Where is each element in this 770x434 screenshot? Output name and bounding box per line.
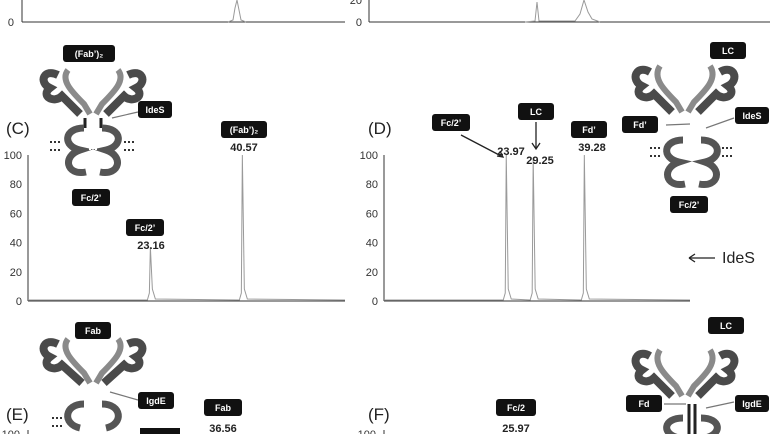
y-tick: 0 <box>16 296 22 308</box>
svg-text:Fd: Fd <box>639 399 650 409</box>
svg-text:IdeS: IdeS <box>145 105 164 115</box>
y-tick: 100 <box>360 150 378 162</box>
fd-pointer <box>665 123 691 126</box>
ides-side-label: IdeS <box>722 250 755 267</box>
tag-fd-peak: Fd’ <box>571 121 607 138</box>
y-tick: 0 <box>8 17 14 29</box>
y-ticks: 0 20 40 60 80 100 <box>4 150 22 308</box>
antibody-igde-icon <box>631 348 739 434</box>
tag-fab-peak: Fab <box>204 399 242 416</box>
y-tick: 60 <box>366 208 378 220</box>
svg-text:IgdE: IgdE <box>146 396 166 406</box>
panel-d: (D) 0 20 40 60 80 100 Fc/2’ 23.97 LC 29.25 Fd… <box>360 42 769 308</box>
svg-text:LC: LC <box>530 107 542 117</box>
y-tick: 20 <box>10 267 22 279</box>
y-tick: 100 <box>358 429 376 434</box>
panel-label: (E) <box>6 405 29 424</box>
antibody-fab2-icon <box>39 68 147 176</box>
panel-f: (F) 100 Fc/2 25.97 LC Fd IgdE <box>358 317 769 434</box>
arrow-icon <box>460 134 505 158</box>
peak-label: 36.56 <box>209 423 237 434</box>
svg-text:Fc/2’: Fc/2’ <box>135 223 156 233</box>
tag-fab-glyph: Fab <box>75 322 111 339</box>
chromatogram-trace <box>524 0 601 23</box>
antibody-cleaved-icon <box>631 64 739 188</box>
panel-e: (E) 100 Fab IgdE Fab 36.56 <box>2 322 242 434</box>
peak-label: 40.57 <box>230 142 258 154</box>
top-right-partial-panel: 0 20 <box>350 0 770 29</box>
tag-fc2-peak: Fc/2 <box>496 399 536 416</box>
y-tick: 60 <box>10 208 22 220</box>
tag-igde: IgdE <box>138 392 174 409</box>
ides-pointer <box>705 117 735 129</box>
peak-label: 25.97 <box>502 423 530 434</box>
y-tick: 20 <box>366 267 378 279</box>
panel-label: (F) <box>368 405 390 424</box>
chromatogram-trace <box>384 154 691 301</box>
svg-text:LC: LC <box>720 321 732 331</box>
svg-text:Fc/2’: Fc/2’ <box>441 118 462 128</box>
arrow-left-icon <box>688 253 715 263</box>
tag-igde: IgdE <box>735 395 769 412</box>
svg-text:Fc/2: Fc/2 <box>507 403 525 413</box>
antibody-fab-icon <box>39 337 147 434</box>
y-tick: 100 <box>2 429 20 434</box>
y-tick: 0 <box>372 296 378 308</box>
tag-ides: IdeS <box>138 101 172 118</box>
arrow-down-icon <box>531 122 541 151</box>
svg-text:Fab: Fab <box>215 403 232 413</box>
tag-fab2-peak: (Fab’)₂ <box>221 121 267 138</box>
peak-label: 39.28 <box>578 142 606 154</box>
tag-fc2-peak: Fc/2’ <box>126 219 164 236</box>
tag-fc2-peak: Fc/2’ <box>432 114 470 131</box>
chromatogram-trace <box>28 154 346 301</box>
tag-fab2-top: (Fab’)₂ <box>63 45 115 62</box>
tag-fd-glyph: Fd’ <box>622 116 658 133</box>
y-tick: 40 <box>366 238 378 250</box>
svg-text:Fd’: Fd’ <box>633 120 647 130</box>
svg-text:IdeS: IdeS <box>742 111 761 121</box>
peak-label: 29.25 <box>526 155 554 167</box>
igde-pointer <box>705 401 735 409</box>
svg-text:Fd’: Fd’ <box>582 125 596 135</box>
y-tick: 40 <box>10 238 22 250</box>
y-tick: 20 <box>350 0 362 7</box>
y-tick: 80 <box>10 179 22 191</box>
svg-text:Fab: Fab <box>85 326 102 336</box>
y-tick: 100 <box>4 150 22 162</box>
y-tick: 0 <box>356 17 362 29</box>
tag-ides: IdeS <box>735 107 769 124</box>
tag-fd-glyph: Fd <box>626 395 662 412</box>
tag-fc2-glyph: Fc/2’ <box>670 196 708 213</box>
ides-pointer <box>111 111 139 119</box>
tag-fc2-glyph: Fc/2’ <box>72 189 110 206</box>
tag-partial <box>140 428 180 434</box>
svg-text:LC: LC <box>722 46 734 56</box>
ides-side-annotation: IdeS <box>688 250 755 267</box>
top-left-partial-panel: 0 <box>8 0 345 29</box>
svg-text:Fc/2’: Fc/2’ <box>679 200 700 210</box>
chromatogram-trace <box>227 0 247 23</box>
tag-lc-glyph: LC <box>708 317 744 334</box>
y-tick: 80 <box>366 179 378 191</box>
svg-text:(Fab’)₂: (Fab’)₂ <box>230 125 259 135</box>
tag-lc-peak: LC <box>518 103 554 120</box>
tag-lc-glyph: LC <box>710 42 746 59</box>
y-ticks: 0 20 40 60 80 100 <box>360 150 378 308</box>
svg-text:IgdE: IgdE <box>742 399 762 409</box>
panel-label: (D) <box>368 119 392 138</box>
panel-c: (C) 0 20 40 60 80 100 (Fab’)₂ IdeS Fc/2’ <box>4 45 346 308</box>
svg-text:(Fab’)₂: (Fab’)₂ <box>75 49 104 59</box>
peak-label: 23.97 <box>497 146 525 158</box>
igde-pointer <box>109 391 139 401</box>
peak-label: 23.16 <box>137 240 165 252</box>
svg-text:Fc/2’: Fc/2’ <box>81 193 102 203</box>
panel-label: (C) <box>6 119 30 138</box>
